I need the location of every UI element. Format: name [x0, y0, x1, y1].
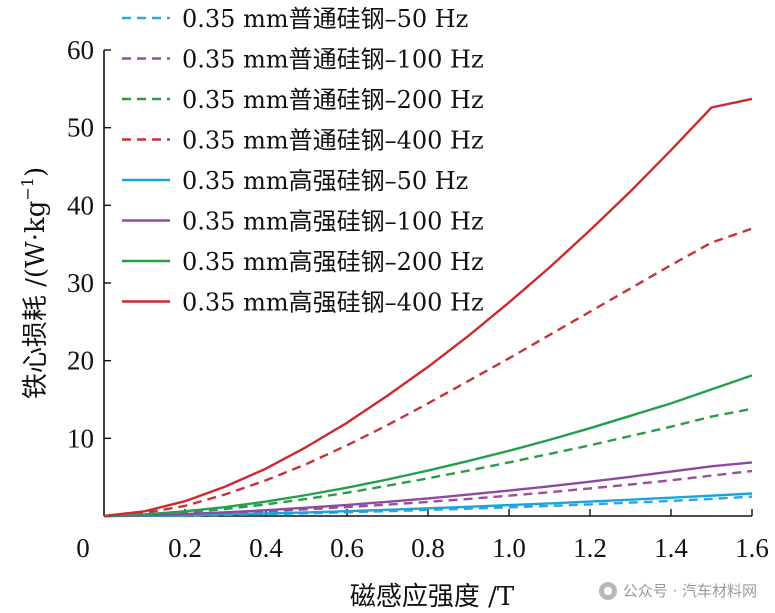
series-line-4: [103, 227, 753, 518]
legend-label-3: 0.35 mm普通硅钢–200 Hz: [182, 86, 484, 114]
axes: [103, 49, 753, 517]
y-axis-title-main: 铁心损耗 /(W·kg: [21, 201, 51, 400]
x-tick-label: 1.2: [573, 533, 607, 563]
x-tick-label: 1.0: [492, 533, 526, 563]
legend-label-4: 0.35 mm普通硅钢–400 Hz: [182, 127, 484, 155]
x-tick-label: 0.4: [249, 533, 283, 563]
x-tick-label: 1.4: [654, 533, 688, 563]
series-line-5: [103, 492, 753, 518]
x-axis-title: 磁感应强度 /T: [350, 582, 515, 612]
x-tick-label: 0.8: [411, 533, 445, 563]
series-line-8: [103, 97, 753, 518]
origin-label: 0: [76, 533, 90, 563]
wechat-icon: [598, 581, 617, 600]
legend: 0.35 mm普通硅钢–50 Hz 0.35 mm普通硅钢–100 Hz 0.35 …: [122, 5, 484, 317]
y-tick-label: 40: [67, 190, 94, 220]
series-line-6: [103, 461, 753, 518]
series-lines: [103, 97, 753, 518]
legend-label-7: 0.35 mm高强硅钢–200 Hz: [182, 248, 484, 276]
x-tick-label: 0.6: [330, 533, 364, 563]
legend-label-8: 0.35 mm高强硅钢–400 Hz: [182, 289, 484, 317]
y-axis-title-close: ): [21, 167, 51, 177]
legend-label-6: 0.35 mm高强硅钢–100 Hz: [182, 208, 484, 236]
watermark: 公众号 · 汽车材料网: [598, 580, 757, 601]
series-line-7: [103, 374, 753, 518]
legend-label-1: 0.35 mm普通硅钢–50 Hz: [182, 5, 468, 33]
x-tick-label: 1.6: [735, 533, 769, 563]
y-tick-label: 10: [67, 423, 94, 453]
y-tick-label: 30: [67, 268, 94, 298]
legend-label-2: 0.35 mm普通硅钢–100 Hz: [182, 46, 484, 74]
x-tick-label: 0.2: [168, 533, 202, 563]
y-axis-title: 铁心损耗 /(W·kg−1): [18, 167, 51, 399]
y-tick-label: 60: [67, 35, 94, 65]
series-line-3: [103, 407, 753, 518]
tick-labels: 0 0.2 0.4 0.6 0.8 1.0 1.2 1.4 1.6 10 20 30 40 50 60: [67, 35, 769, 563]
y-axis-title-sup: −1: [18, 177, 37, 201]
y-tick-label: 20: [67, 346, 94, 376]
watermark-text: 公众号 · 汽车材料网: [622, 582, 757, 600]
legend-label-5: 0.35 mm高强硅钢–50 Hz: [182, 167, 468, 195]
y-tick-label: 50: [67, 113, 94, 143]
